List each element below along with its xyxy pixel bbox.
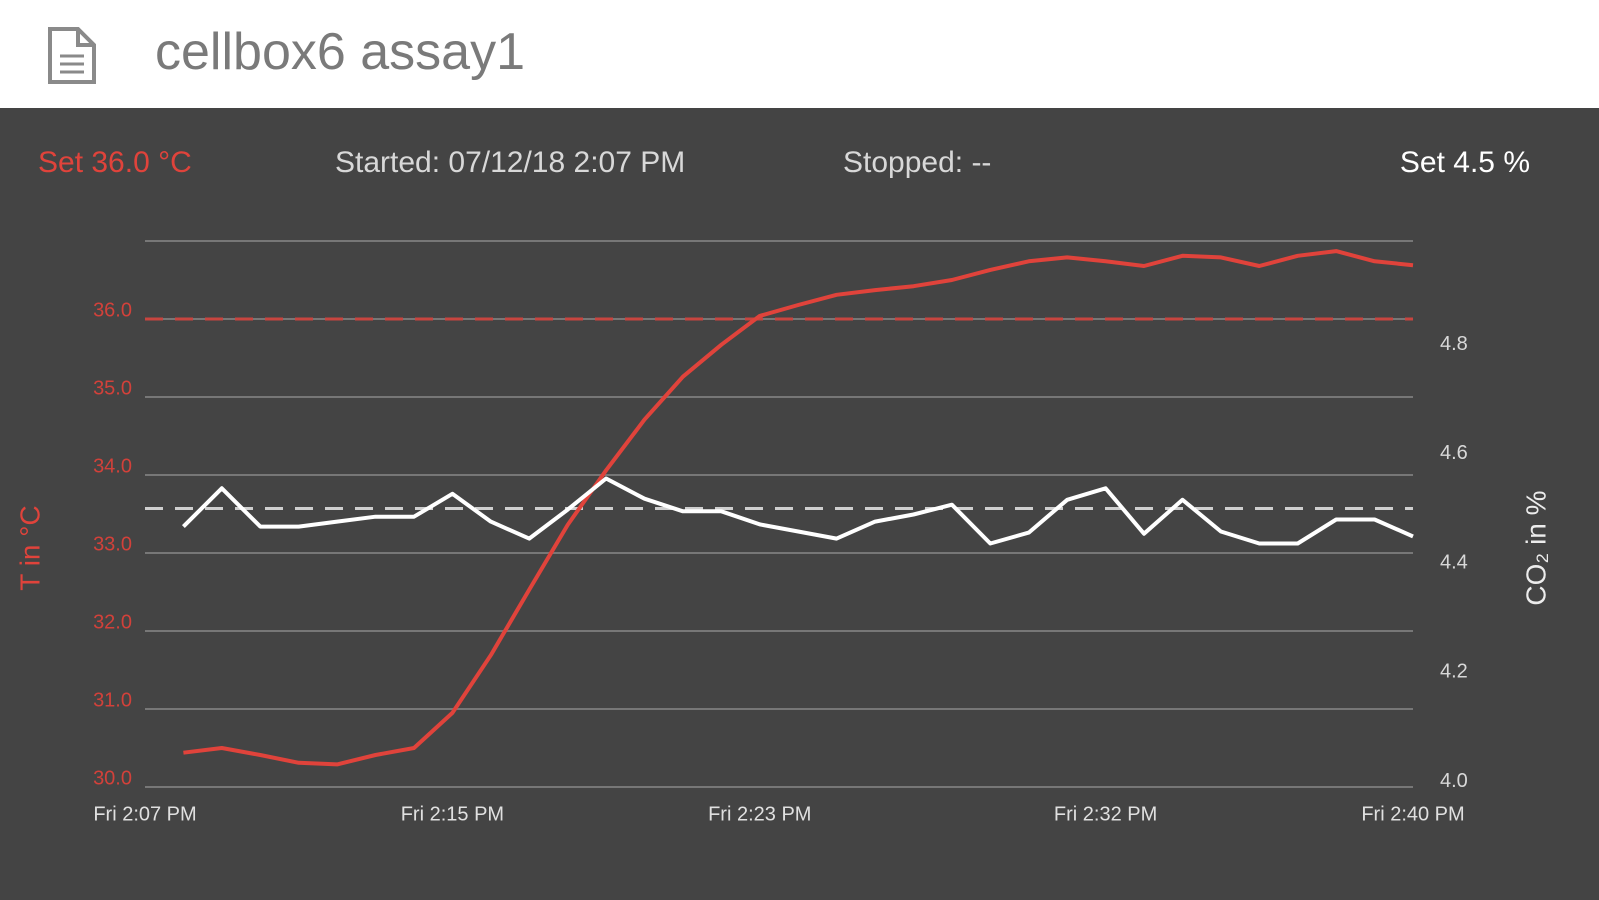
series-line xyxy=(181,476,1414,546)
series-line xyxy=(183,249,1414,767)
y-tick-label: 35.0 xyxy=(93,377,132,399)
y2-tick-label: 4.6 xyxy=(1440,442,1468,464)
started-time: Started: 07/12/18 2:07 PM xyxy=(335,146,686,179)
temperature-setpoint: Set 36.0 °C xyxy=(38,146,192,179)
y2-tick-label: 4.8 xyxy=(1440,333,1468,355)
y-tick-label: 33.0 xyxy=(93,533,132,555)
y2-tick-label: 4.2 xyxy=(1440,661,1468,683)
y-tick-label: 30.0 xyxy=(93,767,132,789)
header: cellbox6 assay1 xyxy=(0,0,1599,108)
y-tick-label: 32.0 xyxy=(93,611,132,633)
chart-panel: Set 36.0 °C Started: 07/12/18 2:07 PM St… xyxy=(0,108,1599,900)
x-tick-label: Fri 2:15 PM xyxy=(401,803,504,825)
y-tick-label: 31.0 xyxy=(93,689,132,711)
y-tick-label: 36.0 xyxy=(93,299,132,321)
document-icon xyxy=(48,27,96,84)
y-tick-label: 34.0 xyxy=(93,455,132,477)
x-tick-label: Fri 2:23 PM xyxy=(708,803,811,825)
co2-setpoint: Set 4.5 % xyxy=(1399,146,1530,179)
chart: 30.0 31.0 32.0 33.0 34.0 35.0 36.0 4.0 4.2 4.4 4.6… xyxy=(14,240,1551,825)
stopped-time: Stopped: -- xyxy=(843,146,992,179)
x-tick-label: Fri 2:40 PM xyxy=(1361,803,1464,825)
y2-tick-label: 4.4 xyxy=(1440,551,1468,573)
x-tick-label: Fri 2:07 PM xyxy=(93,803,196,825)
page-title: cellbox6 assay1 xyxy=(155,23,525,81)
y2-tick-label: 4.0 xyxy=(1440,770,1468,792)
x-tick-label: Fri 2:32 PM xyxy=(1054,803,1157,825)
y2-axis-label: CO₂ in % xyxy=(1520,490,1551,605)
y-axis-label: T in °C xyxy=(14,505,45,590)
